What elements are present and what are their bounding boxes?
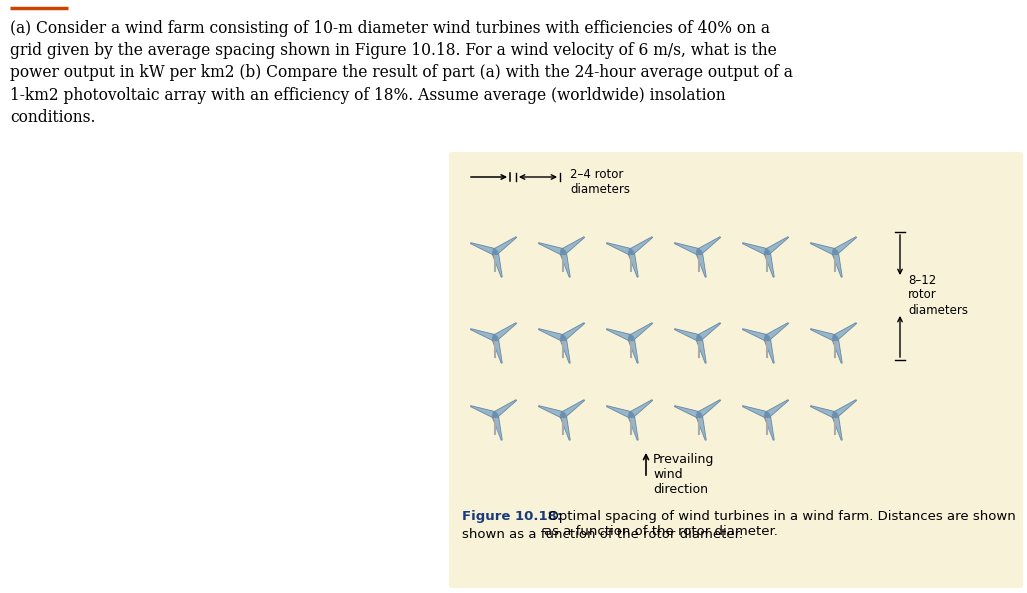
- Polygon shape: [538, 329, 564, 341]
- Polygon shape: [810, 329, 836, 341]
- Polygon shape: [764, 414, 774, 440]
- Circle shape: [696, 336, 701, 340]
- Polygon shape: [561, 400, 584, 418]
- Polygon shape: [675, 243, 700, 255]
- Polygon shape: [765, 323, 789, 341]
- Polygon shape: [675, 329, 700, 341]
- Circle shape: [765, 413, 769, 417]
- Polygon shape: [538, 243, 564, 255]
- Polygon shape: [765, 237, 789, 255]
- Polygon shape: [630, 400, 652, 418]
- Circle shape: [833, 336, 837, 340]
- Polygon shape: [492, 337, 502, 364]
- Polygon shape: [810, 406, 836, 418]
- Polygon shape: [764, 251, 774, 278]
- Polygon shape: [560, 251, 570, 278]
- Text: (a) Consider a wind farm consisting of 10-m diameter wind turbines with efficien: (a) Consider a wind farm consisting of 1…: [10, 20, 793, 126]
- Circle shape: [833, 413, 837, 417]
- Polygon shape: [832, 414, 842, 440]
- Polygon shape: [606, 329, 633, 341]
- Polygon shape: [538, 406, 564, 418]
- Text: Figure 10.18:: Figure 10.18:: [462, 510, 562, 523]
- Circle shape: [493, 250, 497, 254]
- Circle shape: [833, 250, 837, 254]
- Polygon shape: [743, 329, 768, 341]
- Circle shape: [696, 413, 701, 417]
- Text: shown as a function of the rotor diameter.: shown as a function of the rotor diamete…: [462, 528, 743, 541]
- Polygon shape: [833, 400, 857, 418]
- Polygon shape: [675, 406, 700, 418]
- Polygon shape: [697, 400, 721, 418]
- Polygon shape: [832, 337, 842, 364]
- Circle shape: [765, 336, 769, 340]
- Polygon shape: [630, 323, 652, 341]
- Polygon shape: [561, 323, 584, 341]
- Polygon shape: [833, 323, 857, 341]
- Polygon shape: [695, 337, 707, 364]
- Circle shape: [493, 336, 497, 340]
- Circle shape: [629, 413, 634, 417]
- Polygon shape: [810, 243, 836, 255]
- Polygon shape: [695, 414, 707, 440]
- Circle shape: [765, 250, 769, 254]
- Polygon shape: [697, 323, 721, 341]
- Circle shape: [629, 336, 634, 340]
- Polygon shape: [470, 243, 496, 255]
- Polygon shape: [743, 406, 768, 418]
- Text: Prevailing
wind
direction: Prevailing wind direction: [653, 453, 715, 496]
- Circle shape: [629, 250, 634, 254]
- Polygon shape: [627, 414, 638, 440]
- Polygon shape: [695, 251, 707, 278]
- Polygon shape: [765, 400, 789, 418]
- Polygon shape: [743, 243, 768, 255]
- Polygon shape: [832, 251, 842, 278]
- Polygon shape: [493, 323, 517, 341]
- Polygon shape: [492, 251, 502, 278]
- Polygon shape: [560, 414, 570, 440]
- Polygon shape: [627, 337, 638, 364]
- Polygon shape: [697, 237, 721, 255]
- Polygon shape: [606, 243, 633, 255]
- Polygon shape: [493, 237, 517, 255]
- Polygon shape: [627, 251, 638, 278]
- Polygon shape: [561, 237, 584, 255]
- Text: 2–4 rotor
diameters: 2–4 rotor diameters: [570, 168, 630, 196]
- Circle shape: [561, 413, 565, 417]
- Circle shape: [696, 250, 701, 254]
- Polygon shape: [492, 414, 502, 440]
- Circle shape: [561, 336, 565, 340]
- Polygon shape: [493, 400, 517, 418]
- Polygon shape: [606, 406, 633, 418]
- Polygon shape: [470, 406, 496, 418]
- Circle shape: [561, 250, 565, 254]
- Polygon shape: [764, 337, 774, 364]
- Polygon shape: [560, 337, 570, 364]
- Text: Optimal spacing of wind turbines in a wind farm. Distances are shown as a functi: Optimal spacing of wind turbines in a wi…: [544, 510, 1016, 538]
- Polygon shape: [470, 329, 496, 341]
- FancyBboxPatch shape: [449, 152, 1023, 588]
- Polygon shape: [630, 237, 652, 255]
- Text: 8–12
rotor
diameters: 8–12 rotor diameters: [908, 273, 968, 317]
- Circle shape: [493, 413, 497, 417]
- Polygon shape: [833, 237, 857, 255]
